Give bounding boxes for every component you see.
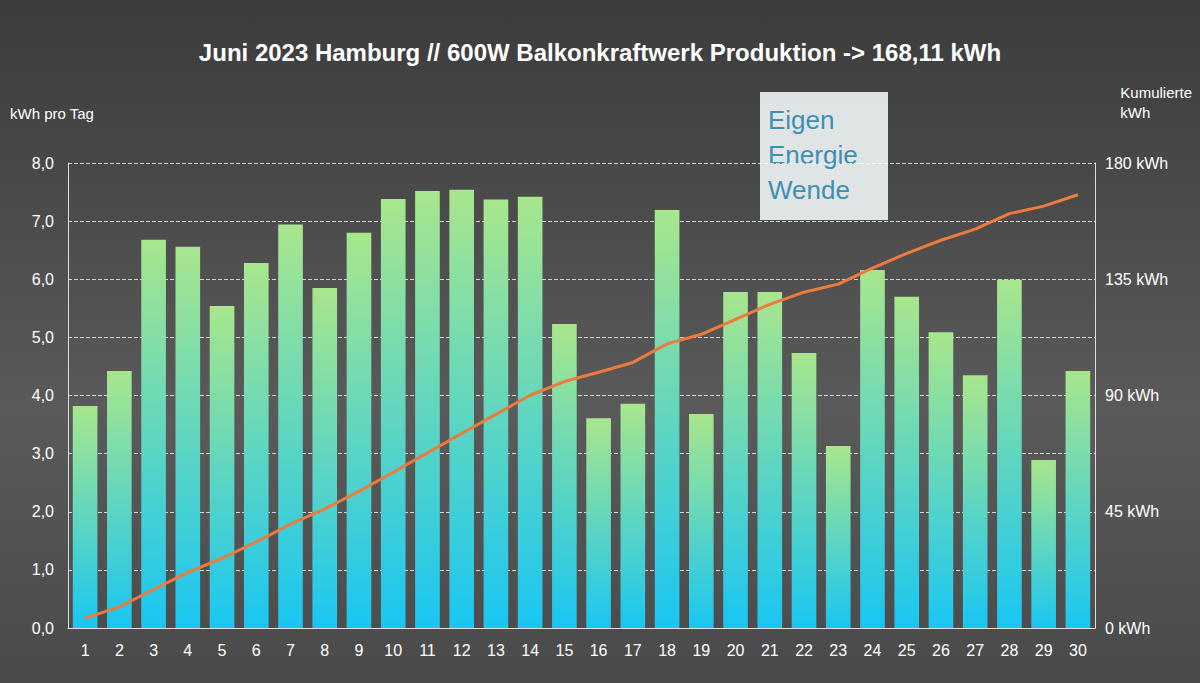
svg-text:Juni 2023 Hamburg // 600W Balk: Juni 2023 Hamburg // 600W Balkonkraftwer… xyxy=(199,39,1001,66)
svg-text:20: 20 xyxy=(727,642,745,659)
svg-text:5: 5 xyxy=(218,642,227,659)
svg-text:12: 12 xyxy=(453,642,471,659)
svg-text:3,0: 3,0 xyxy=(32,445,54,462)
svg-text:7,0: 7,0 xyxy=(32,213,54,230)
svg-text:14: 14 xyxy=(521,642,539,659)
svg-text:26: 26 xyxy=(932,642,950,659)
svg-text:5,0: 5,0 xyxy=(32,329,54,346)
svg-text:kWh: kWh xyxy=(1120,104,1150,121)
svg-text:18: 18 xyxy=(658,642,676,659)
svg-text:28: 28 xyxy=(1001,642,1019,659)
svg-text:15: 15 xyxy=(555,642,573,659)
svg-text:19: 19 xyxy=(692,642,710,659)
svg-text:7: 7 xyxy=(286,642,295,659)
svg-text:45 kWh: 45 kWh xyxy=(1105,503,1159,520)
svg-text:13: 13 xyxy=(487,642,505,659)
svg-text:0,0: 0,0 xyxy=(32,620,54,637)
svg-text:30: 30 xyxy=(1069,642,1087,659)
svg-text:25: 25 xyxy=(898,642,916,659)
svg-text:3: 3 xyxy=(149,642,158,659)
svg-text:9: 9 xyxy=(355,642,364,659)
svg-text:23: 23 xyxy=(829,642,847,659)
svg-text:0 kWh: 0 kWh xyxy=(1105,620,1150,637)
svg-text:17: 17 xyxy=(624,642,642,659)
svg-text:8: 8 xyxy=(320,642,329,659)
svg-text:2,0: 2,0 xyxy=(32,503,54,520)
svg-text:6: 6 xyxy=(252,642,261,659)
svg-text:24: 24 xyxy=(864,642,882,659)
svg-text:180 kWh: 180 kWh xyxy=(1105,155,1168,172)
svg-text:Wende: Wende xyxy=(768,175,850,205)
svg-text:10: 10 xyxy=(384,642,402,659)
svg-text:Energie: Energie xyxy=(768,140,858,170)
svg-text:6,0: 6,0 xyxy=(32,271,54,288)
svg-text:4,0: 4,0 xyxy=(32,387,54,404)
svg-text:29: 29 xyxy=(1035,642,1053,659)
svg-text:11: 11 xyxy=(419,642,436,659)
svg-text:2: 2 xyxy=(115,642,124,659)
svg-text:Eigen: Eigen xyxy=(768,105,835,135)
svg-text:16: 16 xyxy=(590,642,608,659)
svg-text:22: 22 xyxy=(795,642,813,659)
svg-text:4: 4 xyxy=(183,642,192,659)
svg-text:kWh pro Tag: kWh pro Tag xyxy=(10,105,94,122)
svg-text:Kumulierte: Kumulierte xyxy=(1120,84,1192,101)
svg-text:1,0: 1,0 xyxy=(32,561,54,578)
svg-text:27: 27 xyxy=(966,642,984,659)
svg-text:1: 1 xyxy=(81,642,90,659)
svg-text:8,0: 8,0 xyxy=(32,155,54,172)
svg-text:90 kWh: 90 kWh xyxy=(1105,387,1159,404)
svg-text:135 kWh: 135 kWh xyxy=(1105,271,1168,288)
svg-text:21: 21 xyxy=(761,642,779,659)
